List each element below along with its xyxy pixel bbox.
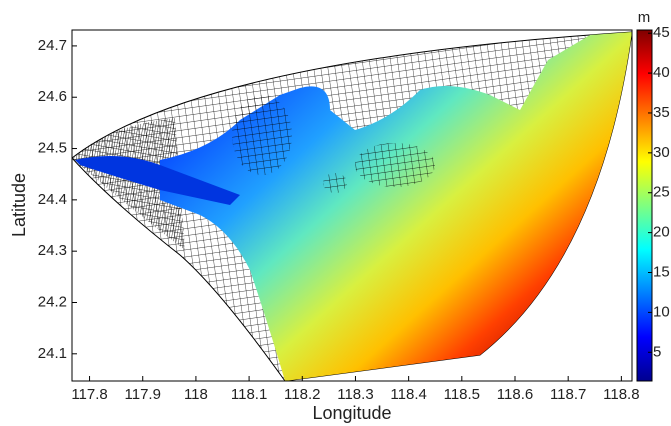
x-tick-label: 117.9 <box>125 386 161 403</box>
y-tick-label: 24.1 <box>38 345 67 362</box>
y-tick-label: 24.2 <box>38 293 67 310</box>
y-axis-label: Latitude <box>9 173 29 237</box>
plot-frame <box>71 29 633 382</box>
x-tick-label: 118.6 <box>497 386 533 403</box>
x-tick-label: 118.5 <box>444 386 480 403</box>
x-tick-label: 118.4 <box>390 386 426 403</box>
colorbar-tick-label: 35 <box>653 104 670 121</box>
x-tick-label: 118.2 <box>284 386 320 403</box>
x-axis-label: Longitude <box>312 403 391 423</box>
x-tick-label: 118.8 <box>603 386 639 403</box>
colorbar-tick-label: 10 <box>653 303 670 320</box>
colorbar-tick-label: 15 <box>653 263 670 280</box>
colorbar-unit: m <box>638 9 651 26</box>
x-tick-label: 117.8 <box>71 386 107 403</box>
y-tick-label: 24.6 <box>38 88 67 105</box>
y-tick-label: 24.4 <box>38 191 67 208</box>
x-tick-label: 118.1 <box>231 386 267 403</box>
colorbar-tick-label: 5 <box>653 343 661 360</box>
x-tick-label: 118 <box>184 386 208 403</box>
colorbar-tick-label: 25 <box>653 184 670 201</box>
colorbar-tick-label: 30 <box>653 144 670 161</box>
x-tick-label: 118.3 <box>337 386 373 403</box>
colorbar-tick-label: 40 <box>653 64 670 81</box>
map-field <box>72 31 632 381</box>
y-tick-label: 24.5 <box>38 140 67 157</box>
y-tick-label: 24.7 <box>38 37 67 54</box>
colorbar-tick-label: 20 <box>653 224 670 241</box>
colorbar <box>636 29 653 382</box>
colorbar-tick-label: 45 <box>653 24 670 41</box>
x-tick-label: 118.7 <box>550 386 586 403</box>
y-tick-label: 24.3 <box>38 242 67 259</box>
